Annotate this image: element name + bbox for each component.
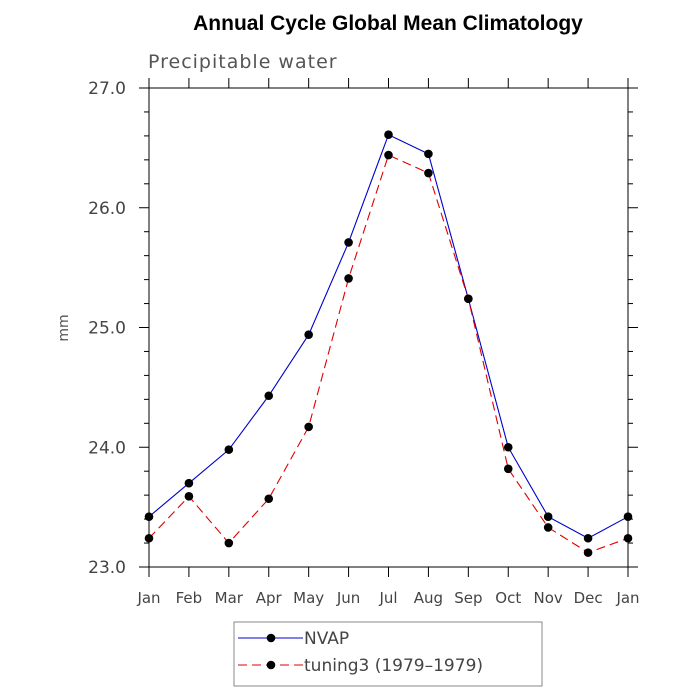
data-point: [623, 533, 633, 543]
series-1: [144, 150, 633, 557]
x-tick-label: Jan: [615, 589, 639, 607]
data-point: [384, 150, 393, 160]
data-point: [543, 512, 553, 522]
y-axis-label: mm: [56, 314, 72, 341]
data-point: [264, 494, 274, 504]
x-tick-label: Jun: [336, 589, 360, 607]
plot-frame: [148, 87, 629, 568]
x-tick-label: Jan: [136, 589, 160, 607]
y-tick-label: 25.0: [88, 319, 126, 339]
x-tick-label: Jul: [378, 589, 397, 607]
data-point: [304, 422, 313, 432]
x-tick-label: Apr: [256, 589, 283, 607]
data-point: [344, 238, 353, 247]
y-tick-label: 23.0: [88, 558, 126, 578]
y-tick-labels: 23.0 24.0 25.0 26.0 27.0: [88, 79, 126, 578]
data-point: [224, 538, 234, 548]
y-tick-label: 26.0: [88, 199, 126, 219]
series-line: [148, 133, 629, 539]
data-point: [503, 464, 513, 474]
y-tick-label: 24.0: [88, 438, 126, 458]
axis-ticks: [139, 78, 638, 577]
data-point: [424, 149, 433, 159]
legend-box: [233, 621, 543, 687]
data-point: [503, 442, 513, 452]
x-tick-labels: Jan Feb Mar Apr May Jun Jul Aug Sep Oct Nov Dec Jan: [136, 589, 639, 607]
x-tick-label: Dec: [574, 589, 603, 607]
legend-marker: [266, 633, 276, 643]
x-tick-label: Nov: [534, 589, 563, 607]
data-point: [144, 512, 154, 522]
y-tick-label: 27.0: [88, 79, 126, 99]
data-point: [583, 533, 593, 543]
legend-marker: [266, 660, 276, 670]
legend: NVAP tuning3 (1979–1979): [233, 621, 543, 687]
data-point: [623, 512, 633, 522]
x-tick-label: Sep: [454, 589, 482, 607]
x-tick-label: Feb: [176, 589, 203, 607]
data-point: [224, 445, 234, 454]
data-point: [144, 533, 154, 543]
data-point: [184, 492, 194, 501]
data-point: [344, 274, 353, 283]
data-point: [464, 294, 473, 304]
legend-label: NVAP: [304, 629, 349, 649]
x-tick-label: Aug: [414, 589, 443, 607]
data-point: [384, 130, 393, 140]
chart-title: Annual Cycle Global Mean Climatology: [193, 12, 583, 35]
data-point: [264, 391, 274, 401]
data-point: [543, 523, 553, 532]
x-tick-label: Oct: [495, 589, 521, 607]
data-point: [184, 478, 194, 488]
chart-subtitle: Precipitable water: [148, 51, 338, 73]
data-point: [304, 330, 313, 339]
x-tick-label: May: [293, 589, 324, 607]
data-point: [583, 548, 593, 557]
series-line: [148, 154, 629, 554]
series-0: [144, 130, 633, 543]
data-point: [424, 168, 433, 178]
legend-label: tuning3 (1979–1979): [304, 656, 483, 676]
series-layer: [144, 130, 633, 557]
x-tick-label: Mar: [215, 589, 244, 607]
